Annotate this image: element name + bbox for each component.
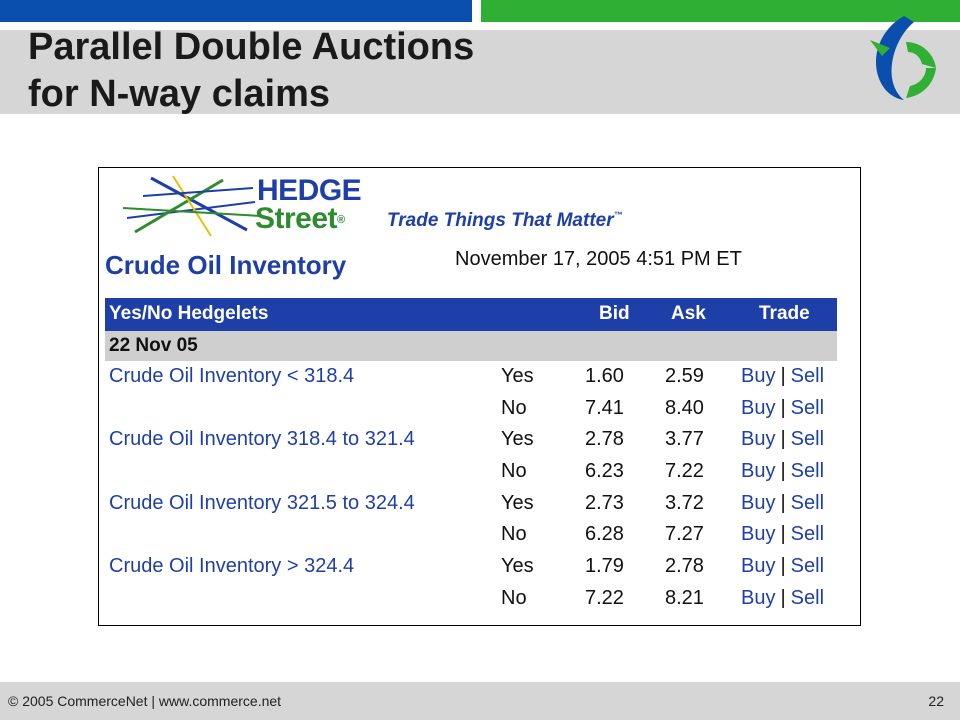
link-separator: | (780, 586, 786, 609)
header-trade: Trade (759, 303, 810, 324)
commercenet-logo-icon (870, 16, 936, 100)
slide-title-line-1: Parallel Double Auctions (28, 26, 475, 68)
buy-link[interactable]: Buy (741, 365, 776, 387)
buy-link[interactable]: Buy (741, 491, 776, 514)
ask-value: 3.72 (665, 491, 704, 514)
sell-link[interactable]: Sell (790, 428, 825, 451)
sell-link[interactable]: Sell (790, 460, 825, 483)
table-row: Crude Oil Inventory < 318.4 Yes 1.60 2.5… (105, 362, 837, 394)
market-title: Crude Oil Inventory (105, 250, 347, 280)
registered-mark: ® (337, 214, 345, 227)
top-bar-blue (0, 0, 472, 22)
title-band (0, 30, 960, 114)
link-separator: | (780, 491, 786, 514)
table-row: Crude Oil Inventory > 324.4 Yes 1.79 2.7… (105, 552, 837, 584)
side-label: Yes (501, 491, 534, 514)
buy-link[interactable]: Buy (741, 460, 776, 483)
hedgestreet-screenshot: HEDGE Street® Trade Things That Matter™ … (98, 167, 861, 626)
link-separator: | (780, 555, 786, 578)
expiry-date-label: 22 Nov 05 (109, 335, 198, 356)
footer-band: © 2005 CommerceNet | www.commerce.net 22 (0, 682, 960, 720)
hedgestreet-tagline: Trade Things That Matter™ (387, 210, 623, 232)
buy-link[interactable]: Buy (741, 586, 776, 609)
contract-link[interactable]: Crude Oil Inventory < 318.4 (109, 365, 355, 387)
ask-value: 7.22 (665, 460, 704, 483)
top-bar-green (481, 0, 960, 22)
header-hedgelets: Yes/No Hedgelets (109, 303, 269, 324)
link-separator: | (780, 365, 786, 387)
sell-link[interactable]: Sell (790, 555, 825, 578)
bid-value: 2.78 (585, 428, 624, 451)
contract-link[interactable]: Crude Oil Inventory 321.5 to 324.4 (109, 491, 415, 514)
trade-links: Buy | Sell (741, 555, 824, 578)
table-row: No 7.41 8.40 Buy | Sell (105, 394, 837, 426)
trademark-mark: ™ (613, 210, 623, 220)
sell-link[interactable]: Sell (790, 523, 825, 546)
hedgestreet-logo-street: Street® (255, 204, 345, 235)
buy-link[interactable]: Buy (741, 428, 776, 451)
buy-link[interactable]: Buy (741, 396, 776, 419)
bid-value: 1.79 (585, 555, 624, 578)
table-header: Yes/No Hedgelets Bid Ask Trade (105, 298, 837, 331)
slide-title: Parallel Double Auctions for N-way claim… (28, 24, 474, 118)
bid-value: 7.22 (585, 586, 624, 609)
bid-value: 1.60 (585, 365, 624, 387)
ask-value: 2.78 (665, 555, 704, 578)
link-separator: | (780, 396, 786, 419)
expiry-date-row: 22 Nov 05 (105, 331, 837, 361)
trade-links: Buy | Sell (741, 492, 824, 515)
page-number: 22 (928, 693, 944, 709)
trade-links: Buy | Sell (741, 365, 824, 388)
link-separator: | (780, 460, 786, 483)
sell-link[interactable]: Sell (790, 365, 825, 387)
bid-value: 7.41 (585, 396, 624, 419)
hedgestreet-logo-street-text: Street (255, 202, 338, 235)
trade-links: Buy | Sell (741, 523, 824, 546)
table-row: No 6.28 7.27 Buy | Sell (105, 520, 837, 552)
header-bid: Bid (599, 303, 630, 324)
slide-title-line-2: for N-way claims (28, 73, 330, 115)
side-label: Yes (501, 555, 534, 578)
table-row: No 6.23 7.22 Buy | Sell (105, 457, 837, 489)
table-row: No 7.22 8.21 Buy | Sell (105, 584, 837, 616)
sell-link[interactable]: Sell (790, 586, 825, 609)
link-separator: | (780, 523, 786, 546)
trade-links: Buy | Sell (741, 397, 824, 420)
sell-link[interactable]: Sell (790, 396, 825, 419)
hedgestreet-crossed-lines-icon (123, 175, 262, 237)
bid-value: 2.73 (585, 491, 624, 514)
side-label: No (501, 396, 527, 419)
ask-value: 7.27 (665, 523, 704, 546)
contract-rows: Crude Oil Inventory < 318.4 Yes 1.60 2.5… (105, 362, 837, 616)
ask-value: 8.40 (665, 396, 704, 419)
hedgestreet-logo-hedge: HEDGE (257, 174, 362, 207)
bid-value: 6.23 (585, 460, 624, 483)
header-ask: Ask (671, 303, 706, 324)
ask-value: 2.59 (665, 365, 704, 387)
side-label: No (501, 460, 527, 483)
trade-links: Buy | Sell (741, 587, 824, 610)
sell-link[interactable]: Sell (790, 491, 825, 514)
side-label: No (501, 586, 527, 609)
table-row: Crude Oil Inventory 321.5 to 324.4 Yes 2… (105, 489, 837, 521)
hedgestreet-tagline-text: Trade Things That Matter (387, 210, 614, 231)
contract-link[interactable]: Crude Oil Inventory > 324.4 (109, 555, 355, 578)
link-separator: | (780, 428, 786, 451)
side-label: Yes (501, 365, 534, 387)
footer-copyright: © 2005 CommerceNet | www.commerce.net (8, 693, 282, 709)
ask-value: 8.21 (665, 586, 704, 609)
table-row: Crude Oil Inventory 318.4 to 321.4 Yes 2… (105, 425, 837, 457)
buy-link[interactable]: Buy (741, 555, 776, 578)
trade-links: Buy | Sell (741, 428, 824, 451)
ask-value: 3.77 (665, 428, 704, 451)
trade-links: Buy | Sell (741, 460, 824, 483)
side-label: No (501, 523, 527, 546)
contract-link[interactable]: Crude Oil Inventory 318.4 to 321.4 (109, 428, 415, 451)
market-timestamp: November 17, 2005 4:51 PM ET (455, 248, 742, 270)
buy-link[interactable]: Buy (741, 523, 776, 546)
side-label: Yes (501, 428, 534, 451)
bid-value: 6.28 (585, 523, 624, 546)
